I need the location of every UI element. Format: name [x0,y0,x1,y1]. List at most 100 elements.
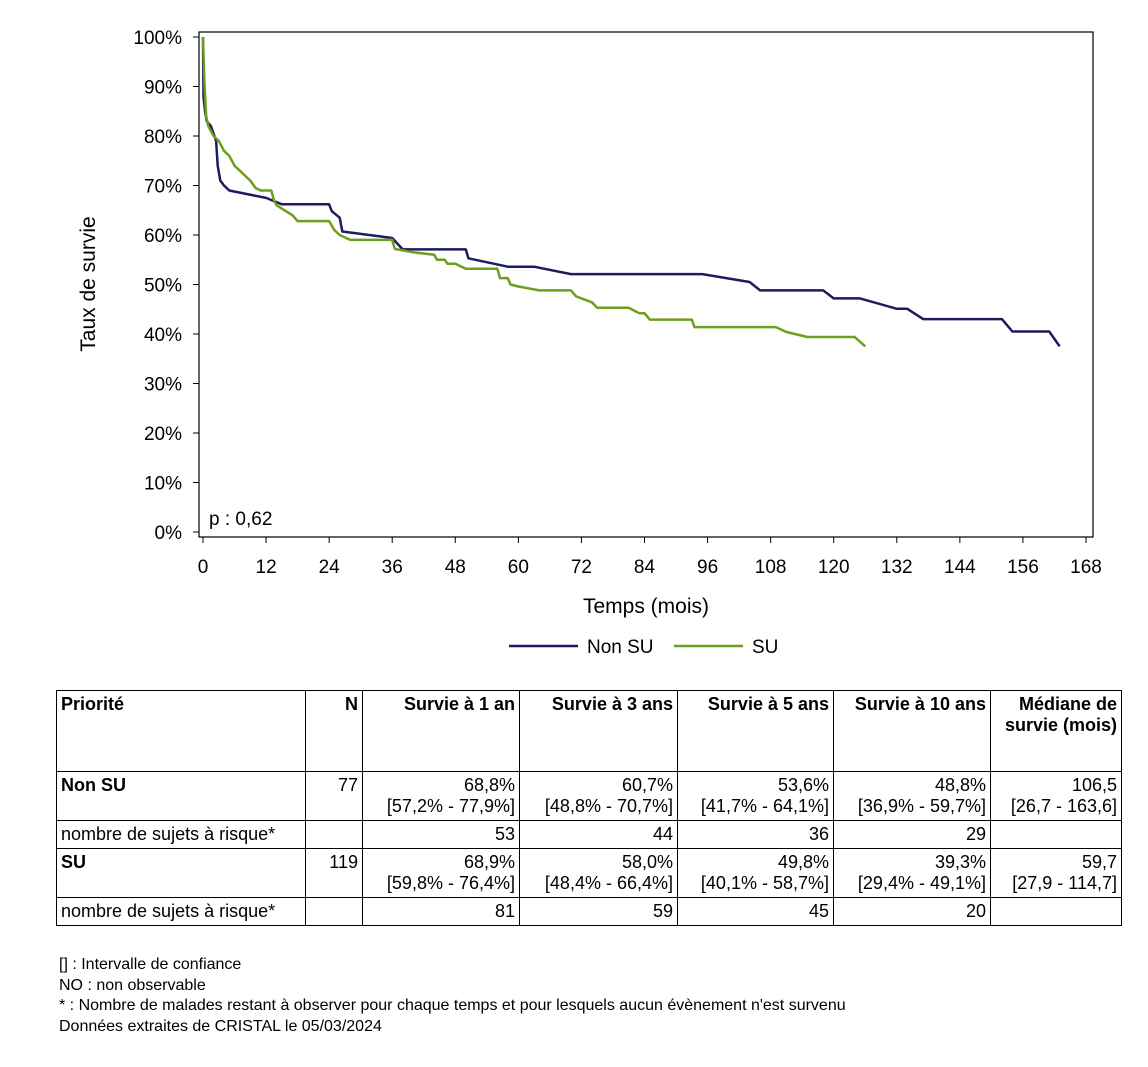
plot-frame [198,31,1094,538]
footnote: NO : non observable [59,976,206,994]
x-tick-label: 156 [1007,557,1039,578]
cell-ci: [48,4% - 66,4%] [544,873,673,893]
cell-ci: [40,1% - 58,7%] [700,873,829,893]
header-survie-10ans: Survie à 10 ans [833,690,991,772]
x-tick-label: 24 [319,557,341,578]
cell-ci: [36,9% - 59,7%] [857,796,986,816]
cell: 59,7 [27,9 - 114,7] [990,848,1122,898]
legend: Non SU SU [509,637,778,658]
x-tick-label: 84 [634,557,656,578]
footnote: * : Nombre de malades restant à observer… [59,997,846,1014]
cell: 106,5 [26,7 - 163,6] [990,771,1122,821]
cell-value [990,897,1122,926]
cell-value: 53 [362,820,520,849]
y-axis: 0% 10% 20% 30% 40% 50% 60% 70% 80% 90% 100% [133,28,199,544]
y-tick-label: 60% [144,226,182,247]
y-tick-label: 0% [155,523,183,544]
y-tick-label: 70% [144,177,182,198]
cell: 68,8% [57,2% - 77,9%] [362,771,520,821]
row-label: nombre de sujets à risque* [56,820,306,849]
cell-value: 59,7 [1081,852,1117,872]
row-n: 77 [305,771,363,821]
y-tick-label: 10% [144,474,182,495]
y-tick-label: 20% [144,424,182,445]
cell-ci: [48,8% - 70,7%] [544,796,673,816]
series-layer [201,36,1061,348]
row-n: 119 [305,848,363,898]
y-tick-label: 40% [144,325,182,346]
x-tick-label: 72 [571,557,592,578]
cell: 68,9% [59,8% - 76,4%] [362,848,520,898]
p-value-annotation: p : 0,62 [209,509,272,530]
x-tick-label: 96 [697,557,718,578]
cell-ci: [59,8% - 76,4%] [386,873,515,893]
cell-value: 59 [519,897,678,926]
cell-ci: [26,7 - 163,6] [1010,796,1117,816]
table-row: Non SU 77 68,8% [57,2% - 77,9%] 60,7% [48,… [56,771,1122,821]
x-tick-label: 12 [256,557,277,578]
cell: 49,8% [40,1% - 58,7%] [677,848,834,898]
cell: 48,8% [36,9% - 59,7%] [833,771,991,821]
cell-value: 39,3% [934,852,986,872]
table-header-row: Priorité N Survie à 1 an Survie à 3 ans … [56,690,1122,772]
x-tick-label: 120 [818,557,850,578]
cell-value: 68,9% [463,852,515,872]
row-label: Non SU [56,771,306,821]
cell: 58,0% [48,4% - 66,4%] [519,848,678,898]
row-label: nombre de sujets à risque* [56,897,306,926]
y-tick-label: 100% [133,28,182,49]
cell-value: 48,8% [934,775,986,795]
x-tick-label: 48 [445,557,466,578]
header-mediane: Médiane de survie (mois) [990,690,1122,772]
y-axis-label: Taux de survie [77,216,100,351]
cell-ci: [29,4% - 49,1%] [857,873,986,893]
footnote: Données extraites de CRISTAL le 05/03/20… [59,1017,382,1035]
row-label: SU [56,848,306,898]
x-tick-label: 108 [755,557,787,578]
x-tick-label: 144 [944,557,976,578]
table-row: nombre de sujets à risque* 53 44 36 29 [56,820,1122,849]
y-tick-label: 50% [144,276,182,297]
header-priorite: Priorité [56,690,306,772]
cell-value: 81 [362,897,520,926]
cell: 39,3% [29,4% - 49,1%] [833,848,991,898]
cell: 60,7% [48,8% - 70,7%] [519,771,678,821]
footnote: [] : Intervalle de confiance [59,956,242,973]
legend-label-su: SU [752,637,778,658]
header-survie-1an: Survie à 1 an [362,690,520,772]
cell-value: 29 [833,820,991,849]
row-n [305,897,363,926]
header-survie-5ans: Survie à 5 ans [677,690,834,772]
cell-ci: [41,7% - 64,1%] [700,796,829,816]
header-survie-3ans: Survie à 3 ans [519,690,678,772]
x-tick-label: 132 [881,557,913,578]
cell-value: 49,8% [777,852,829,872]
x-tick-label: 0 [198,557,209,578]
cell-value: 20 [833,897,991,926]
cell-value: 45 [677,897,834,926]
x-tick-label: 168 [1070,557,1102,578]
table-row: SU 119 68,9% [59,8% - 76,4%] 58,0% [48,4% … [56,848,1122,898]
y-tick-label: 80% [144,127,182,148]
footnotes: [] : Intervalle de confiance NO : non ob… [59,955,846,1037]
header-n: N [305,690,363,772]
cell-ci: [27,9 - 114,7] [1012,873,1117,893]
cell: 53,6% [41,7% - 64,1%] [677,771,834,821]
x-tick-label: 36 [382,557,403,578]
survival-chart: 0% 10% 20% 30% 40% 50% 60% 70% 80% 90% 100% 0 12 24 3… [77,28,1102,658]
y-tick-label: 90% [144,78,182,99]
y-tick-label: 30% [144,375,182,396]
cell-value: 60,7% [621,775,673,795]
x-axis-label: Temps (mois) [583,595,709,618]
legend-label-non-su: Non SU [587,637,654,658]
cell-value: 53,6% [777,775,829,795]
series-line-non-su [201,36,1061,348]
cell-ci: [57,2% - 77,9%] [386,796,515,816]
row-n [305,820,363,849]
cell-value: 58,0% [621,852,673,872]
cell-value [990,820,1122,849]
cell-value: 44 [519,820,678,849]
x-tick-label: 60 [508,557,529,578]
cell-value: 68,8% [463,775,515,795]
x-axis: 0 12 24 36 48 60 72 84 96 108 120 132 144 156 168 [198,537,1102,578]
